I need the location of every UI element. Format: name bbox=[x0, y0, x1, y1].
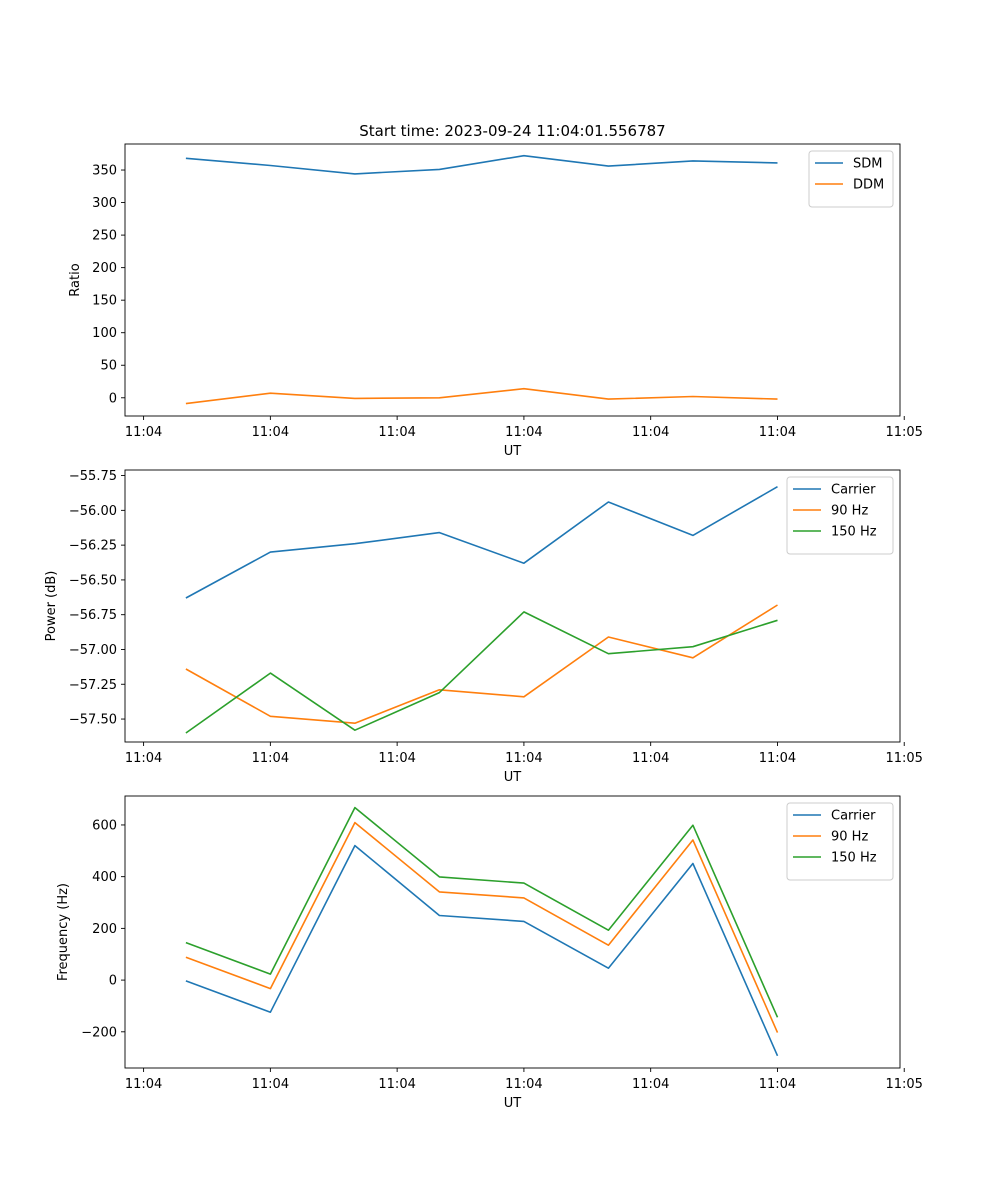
x-axis-label: UT bbox=[504, 1096, 522, 1111]
y-tick-label: 0 bbox=[109, 974, 117, 989]
legend-label: 90 Hz bbox=[831, 504, 868, 519]
x-tick-label: 11:05 bbox=[885, 425, 922, 440]
x-tick-label: 11:04 bbox=[378, 751, 415, 766]
legend-box bbox=[786, 802, 894, 881]
y-tick-label: −57.00 bbox=[69, 643, 117, 658]
y-tick-label: −57.50 bbox=[69, 713, 117, 728]
axes-frame bbox=[124, 143, 901, 417]
legend-label: DDM bbox=[853, 178, 884, 193]
legend-label: 90 Hz bbox=[831, 830, 868, 845]
y-axis-label: Ratio bbox=[68, 263, 83, 296]
x-tick-label: 11:04 bbox=[125, 1077, 162, 1092]
x-tick-label: 11:04 bbox=[252, 425, 289, 440]
y-tick-label: 100 bbox=[92, 326, 117, 341]
x-tick-label: 11:05 bbox=[885, 1077, 922, 1092]
y-tick-label: −56.50 bbox=[69, 573, 117, 588]
x-tick-label: 11:04 bbox=[505, 425, 542, 440]
series-line-90-hz bbox=[185, 604, 778, 725]
y-tick-label: 50 bbox=[100, 359, 117, 374]
y-tick-label: −56.75 bbox=[69, 608, 117, 623]
x-tick-label: 11:04 bbox=[759, 1077, 796, 1092]
series-line-sdm bbox=[185, 154, 778, 175]
y-tick-label: 350 bbox=[92, 164, 117, 179]
legend-label: SDM bbox=[853, 157, 882, 172]
x-tick-label: 11:04 bbox=[378, 425, 415, 440]
series-line-150-hz bbox=[185, 806, 779, 1018]
y-tick-label: 300 bbox=[92, 196, 117, 211]
y-axis-label: Power (dB) bbox=[44, 571, 59, 642]
y-axis-label: Frequency (Hz) bbox=[56, 883, 71, 981]
series-line-carrier bbox=[185, 486, 778, 599]
series-line-90-hz bbox=[185, 821, 779, 1033]
x-tick-label: 11:04 bbox=[252, 1077, 289, 1092]
x-tick-label: 11:04 bbox=[632, 425, 669, 440]
x-tick-label: 11:04 bbox=[632, 1077, 669, 1092]
x-axis-label: UT bbox=[504, 770, 522, 785]
y-tick-label: 600 bbox=[92, 818, 117, 833]
legend-label: Carrier bbox=[831, 483, 876, 498]
subplot-3: 11:04 11:04 11:04 11:04 11:04 11:04 11:05 −200 0… bbox=[56, 795, 923, 1111]
y-tick-label: −56.00 bbox=[69, 504, 117, 519]
x-tick-label: 11:04 bbox=[759, 751, 796, 766]
legend: SDM DDM bbox=[808, 150, 894, 208]
x-tick-label: 11:04 bbox=[378, 1077, 415, 1092]
y-tick-label: 400 bbox=[92, 870, 117, 885]
axes-frame bbox=[124, 795, 901, 1069]
plots-container: 11:04 11:04 11:04 11:04 11:04 11:04 11:05 0 50 10… bbox=[44, 143, 923, 1111]
axes-frame bbox=[124, 469, 901, 743]
legend-label: 150 Hz bbox=[831, 851, 877, 866]
figure-title: Start time: 2023-09-24 11:04:01.556787 bbox=[359, 122, 665, 140]
x-tick-label: 11:04 bbox=[759, 425, 796, 440]
subplot-2: 11:04 11:04 11:04 11:04 11:04 11:04 11:05 −57.5… bbox=[44, 469, 923, 785]
subplot-1: 11:04 11:04 11:04 11:04 11:04 11:04 11:05 0 50 10… bbox=[68, 143, 923, 459]
legend: Carrier 90 Hz 150 Hz bbox=[786, 802, 894, 881]
x-tick-label: 11:04 bbox=[125, 751, 162, 766]
y-tick-label: −57.25 bbox=[69, 678, 117, 693]
y-tick-label: 250 bbox=[92, 229, 117, 244]
y-tick-label: 200 bbox=[92, 922, 117, 937]
x-tick-label: 11:04 bbox=[632, 751, 669, 766]
x-tick-label: 11:05 bbox=[885, 751, 922, 766]
y-tick-label: 0 bbox=[109, 391, 117, 406]
y-tick-label: −55.75 bbox=[69, 469, 117, 484]
y-tick-label: −56.25 bbox=[69, 539, 117, 554]
series-line-carrier bbox=[185, 844, 779, 1057]
legend-label: 150 Hz bbox=[831, 525, 877, 540]
y-tick-label: −200 bbox=[81, 1025, 117, 1040]
x-tick-label: 11:04 bbox=[125, 425, 162, 440]
legend: Carrier 90 Hz 150 Hz bbox=[786, 476, 894, 555]
legend-box bbox=[786, 476, 894, 555]
legend-box bbox=[808, 150, 894, 208]
y-tick-label: 200 bbox=[92, 261, 117, 276]
x-tick-label: 11:04 bbox=[252, 751, 289, 766]
x-tick-label: 11:04 bbox=[505, 1077, 542, 1092]
x-axis-label: UT bbox=[504, 444, 522, 459]
x-tick-label: 11:04 bbox=[505, 751, 542, 766]
series-line-150-hz bbox=[185, 611, 778, 734]
legend-label: Carrier bbox=[831, 809, 876, 824]
y-tick-label: 150 bbox=[92, 294, 117, 309]
series-line-ddm bbox=[185, 387, 778, 405]
